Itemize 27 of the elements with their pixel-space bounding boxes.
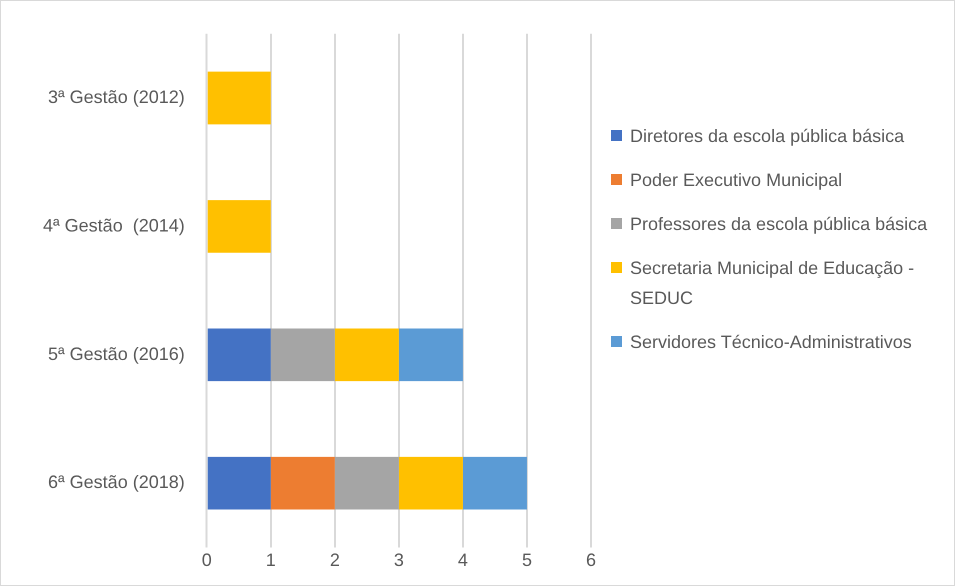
x-tick-label: 4 (458, 550, 468, 570)
legend-label: Diretores da escola pública básica (630, 125, 904, 148)
y-tick-label: 4ª Gestão (2014) (42, 215, 185, 236)
x-tick-label: 0 (202, 550, 212, 570)
y-tick-label: 5ª Gestão (2016) (48, 344, 185, 364)
bar (208, 328, 271, 382)
x-tick-label: 5 (522, 550, 532, 570)
bar (334, 456, 399, 510)
bar (398, 456, 463, 510)
y-tick-label: 3ª Gestão (2012) (48, 86, 185, 107)
legend-label: Poder Executivo Municipal (630, 169, 842, 192)
x-tick-label: 2 (330, 550, 340, 570)
bar (208, 72, 271, 124)
bar (398, 328, 463, 382)
legend-label: Secretaria Municipal de Educação - SEDUC (630, 257, 916, 310)
bar (462, 456, 527, 510)
legend-label: Professores da escola pública básica (630, 213, 928, 236)
bar (208, 456, 271, 510)
bar (270, 456, 335, 510)
y-tick-label: 6ª Gestão (2018) (48, 472, 185, 492)
x-tick-label: 3 (394, 550, 404, 570)
bar (334, 328, 399, 382)
legend-label: Servidores Técnico-Administrativos (630, 331, 912, 354)
x-tick-label: 6 (586, 550, 596, 570)
x-tick-label: 1 (266, 550, 276, 570)
bar (208, 200, 271, 253)
bar (270, 328, 335, 382)
